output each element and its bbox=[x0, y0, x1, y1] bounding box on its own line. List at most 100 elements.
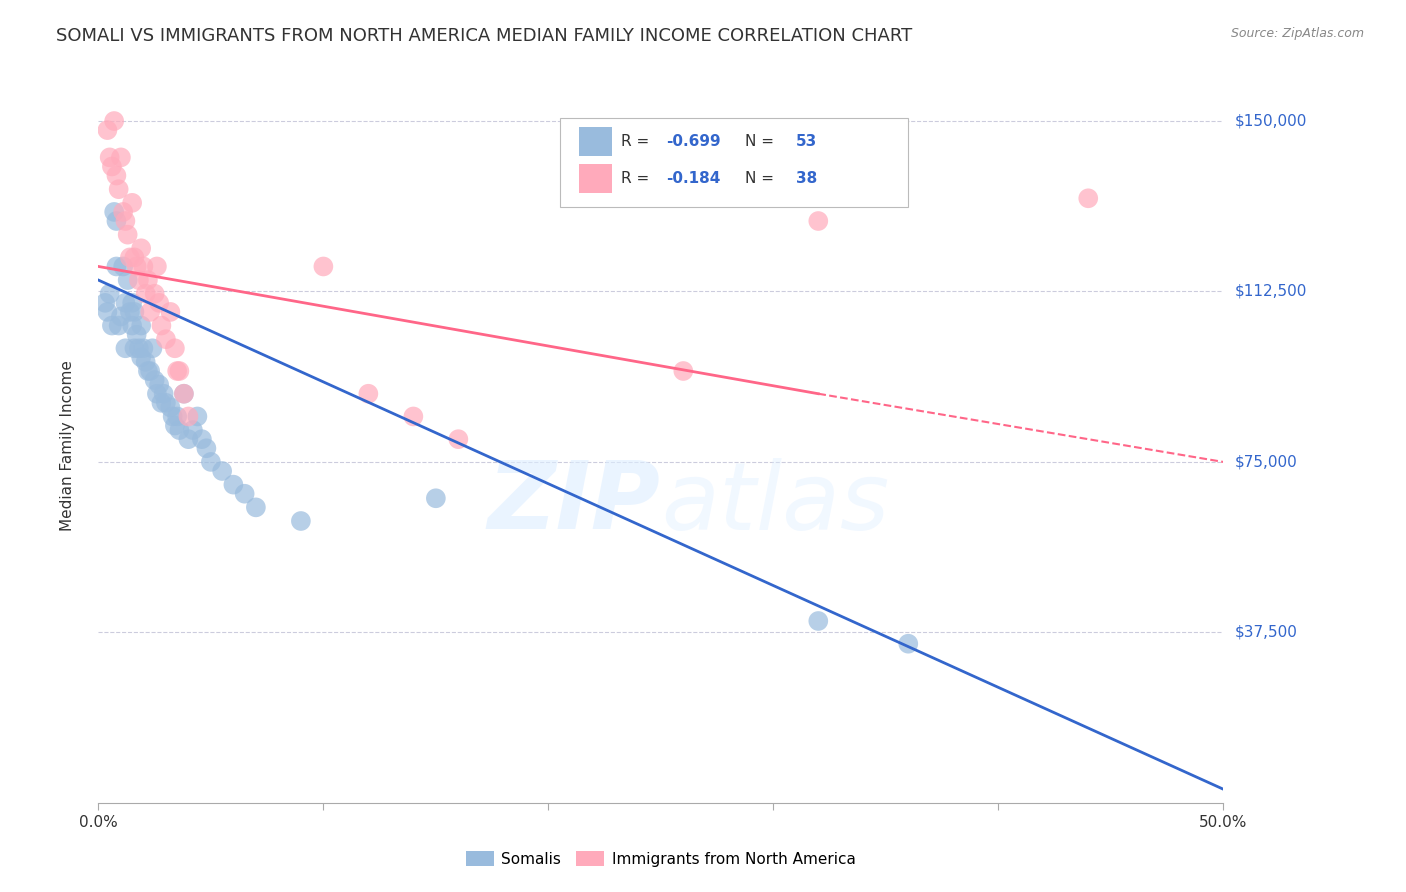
Point bbox=[118, 305, 141, 319]
Point bbox=[425, 491, 447, 506]
Point bbox=[125, 260, 148, 274]
Point bbox=[117, 273, 139, 287]
Point bbox=[807, 614, 830, 628]
Point bbox=[129, 318, 152, 333]
Point bbox=[163, 341, 186, 355]
Point bbox=[166, 364, 188, 378]
Point bbox=[103, 114, 125, 128]
Point bbox=[107, 318, 129, 333]
Point bbox=[159, 401, 181, 415]
Point bbox=[181, 423, 204, 437]
Text: N =: N = bbox=[745, 171, 779, 186]
Point bbox=[136, 273, 159, 287]
Point bbox=[177, 409, 200, 424]
Point bbox=[114, 341, 136, 355]
Point bbox=[139, 305, 162, 319]
Text: $150,000: $150,000 bbox=[1234, 113, 1306, 128]
Point bbox=[169, 364, 191, 378]
Point bbox=[1077, 191, 1099, 205]
FancyBboxPatch shape bbox=[560, 118, 908, 207]
Point bbox=[169, 423, 191, 437]
Bar bbox=[579, 164, 613, 193]
Point bbox=[143, 286, 166, 301]
Text: R =: R = bbox=[621, 171, 655, 186]
Point bbox=[155, 332, 177, 346]
Point bbox=[96, 305, 118, 319]
Point bbox=[186, 409, 208, 424]
Point bbox=[121, 318, 143, 333]
Text: $112,500: $112,500 bbox=[1234, 284, 1306, 299]
Point bbox=[96, 123, 118, 137]
Point bbox=[211, 464, 233, 478]
Point bbox=[105, 260, 128, 274]
Text: Source: ZipAtlas.com: Source: ZipAtlas.com bbox=[1230, 27, 1364, 40]
Point bbox=[447, 432, 470, 446]
Point bbox=[110, 310, 132, 324]
Point bbox=[124, 251, 146, 265]
Text: atlas: atlas bbox=[661, 458, 889, 549]
Point bbox=[125, 327, 148, 342]
Point bbox=[114, 295, 136, 310]
Point bbox=[177, 432, 200, 446]
Point bbox=[155, 396, 177, 410]
Point bbox=[117, 227, 139, 242]
Point bbox=[112, 205, 135, 219]
Point bbox=[124, 305, 146, 319]
Point bbox=[118, 251, 141, 265]
Point bbox=[110, 150, 132, 164]
Point bbox=[148, 377, 170, 392]
Point bbox=[290, 514, 312, 528]
Legend: Somalis, Immigrants from North America: Somalis, Immigrants from North America bbox=[467, 851, 855, 866]
Point bbox=[103, 205, 125, 219]
Point bbox=[114, 214, 136, 228]
Point bbox=[98, 150, 121, 164]
Point bbox=[105, 169, 128, 183]
Point bbox=[128, 341, 150, 355]
Point bbox=[233, 487, 256, 501]
Point bbox=[129, 351, 152, 365]
Point bbox=[152, 386, 174, 401]
Point bbox=[136, 364, 159, 378]
Point bbox=[135, 286, 157, 301]
Text: 53: 53 bbox=[796, 134, 817, 149]
Point bbox=[135, 355, 157, 369]
Point bbox=[807, 214, 830, 228]
Point bbox=[150, 318, 173, 333]
Point bbox=[143, 373, 166, 387]
Point bbox=[132, 341, 155, 355]
Point bbox=[245, 500, 267, 515]
Point bbox=[141, 341, 163, 355]
Y-axis label: Median Family Income: Median Family Income bbox=[60, 360, 75, 532]
Text: SOMALI VS IMMIGRANTS FROM NORTH AMERICA MEDIAN FAMILY INCOME CORRELATION CHART: SOMALI VS IMMIGRANTS FROM NORTH AMERICA … bbox=[56, 27, 912, 45]
Point bbox=[132, 260, 155, 274]
Text: -0.699: -0.699 bbox=[666, 134, 721, 149]
Text: -0.184: -0.184 bbox=[666, 171, 721, 186]
Point bbox=[146, 386, 169, 401]
Point bbox=[312, 260, 335, 274]
Point bbox=[107, 182, 129, 196]
Text: $37,500: $37,500 bbox=[1234, 625, 1298, 640]
Point bbox=[148, 295, 170, 310]
Point bbox=[98, 286, 121, 301]
Point bbox=[173, 386, 195, 401]
Point bbox=[195, 442, 218, 456]
Point bbox=[222, 477, 245, 491]
Point bbox=[357, 386, 380, 401]
Point bbox=[129, 241, 152, 255]
Point bbox=[150, 396, 173, 410]
Point bbox=[166, 409, 188, 424]
Text: N =: N = bbox=[745, 134, 779, 149]
Point bbox=[101, 160, 124, 174]
Point bbox=[139, 364, 162, 378]
Point bbox=[162, 409, 184, 424]
Point bbox=[173, 386, 195, 401]
Point bbox=[897, 637, 920, 651]
Text: $75,000: $75,000 bbox=[1234, 454, 1298, 469]
Point bbox=[121, 295, 143, 310]
Point bbox=[112, 260, 135, 274]
Point bbox=[94, 295, 117, 310]
Point bbox=[159, 305, 181, 319]
Point bbox=[121, 195, 143, 210]
Point bbox=[200, 455, 222, 469]
Text: R =: R = bbox=[621, 134, 655, 149]
